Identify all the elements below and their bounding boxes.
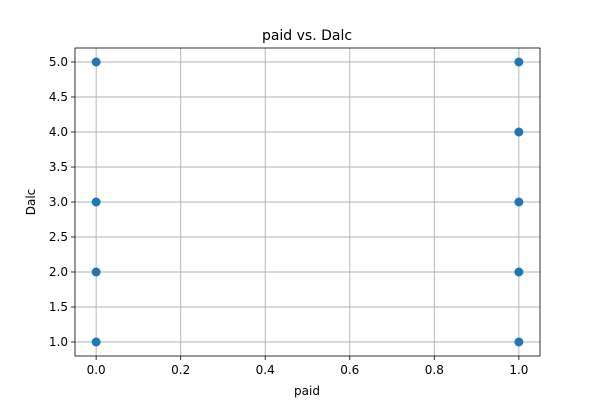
- scatter-point: [91, 267, 101, 277]
- data-points: [91, 57, 524, 347]
- x-axis-label: paid: [294, 384, 320, 398]
- x-axis-ticks: 0.0 0.2 0.4 0.6 0.8 1.0: [87, 356, 528, 377]
- y-tick-label: 1.5: [49, 300, 68, 314]
- scatter-point: [514, 127, 524, 137]
- y-tick-label: 3.5: [49, 160, 68, 174]
- y-axis-label: Dalc: [24, 189, 38, 216]
- scatter-point: [91, 197, 101, 207]
- scatter-point: [91, 57, 101, 67]
- x-tick-label: 0.6: [340, 363, 359, 377]
- y-axis-ticks: 1.0 1.5 2.0 2.5 3.0 3.5 4.0 4.5 5.0: [49, 55, 75, 349]
- y-tick-label: 4.0: [49, 125, 68, 139]
- y-tick-label: 4.5: [49, 90, 68, 104]
- scatter-point: [514, 267, 524, 277]
- x-tick-label: 0.0: [87, 363, 106, 377]
- y-tick-label: 1.0: [49, 335, 68, 349]
- chart-title: paid vs. Dalc: [262, 28, 352, 44]
- y-tick-label: 3.0: [49, 195, 68, 209]
- x-tick-label: 0.4: [256, 363, 275, 377]
- y-tick-label: 2.0: [49, 265, 68, 279]
- x-tick-label: 0.2: [171, 363, 190, 377]
- scatter-point: [514, 57, 524, 67]
- scatter-point: [514, 197, 524, 207]
- x-tick-label: 1.0: [509, 363, 528, 377]
- scatter-point: [514, 337, 524, 347]
- scatter-point: [91, 337, 101, 347]
- y-tick-label: 5.0: [49, 55, 68, 69]
- grid: [75, 48, 540, 356]
- y-tick-label: 2.5: [49, 230, 68, 244]
- x-tick-label: 0.8: [425, 363, 444, 377]
